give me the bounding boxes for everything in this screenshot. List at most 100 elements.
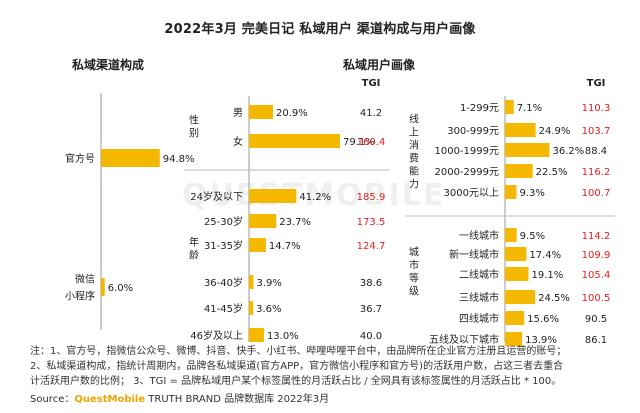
channel-category-label-0-0: 官方号 — [65, 152, 95, 165]
profile-bar-3-5 — [505, 332, 523, 346]
profile-group-label-2-4: 能 — [409, 165, 419, 178]
profile-category-label-0-1: 女 — [233, 135, 243, 148]
profile-group-label-1-0: 年 — [189, 236, 199, 249]
profile-value-label-3-3: 24.5% — [538, 293, 570, 304]
profile-bar-1-3 — [249, 275, 254, 289]
profile-group-label-3-2: 等 — [409, 272, 419, 285]
profile-tgi-3-0: 114.2 — [582, 231, 611, 242]
profile-tgi-0-1: 160.4 — [357, 137, 386, 148]
profile-group-label-3-3: 级 — [409, 286, 419, 298]
profile-bar-1-4 — [249, 301, 254, 315]
profile-category-label-2-1: 300-999元 — [447, 126, 499, 137]
profile-value-label-1-5: 13.0% — [267, 331, 299, 342]
profile-category-label-1-2: 31-35岁 — [204, 239, 243, 252]
profile-category-label-1-1: 25-30岁 — [204, 215, 243, 228]
profile-value-label-3-2: 19.1% — [531, 270, 563, 281]
profile-value-label-1-4: 3.6% — [256, 304, 281, 315]
profile-value-label-2-0: 7.1% — [517, 103, 542, 114]
profile-value-label-3-1: 17.4% — [529, 250, 561, 261]
profile-tgi-2-4: 100.7 — [582, 188, 611, 199]
profile-value-label-3-4: 15.6% — [527, 314, 559, 325]
profile-bar-1-1 — [249, 214, 277, 228]
source-suffix: TRUTH BRAND 品牌数据库 2022年3月 — [145, 394, 330, 405]
profile-tgi-2-0: 110.3 — [582, 103, 611, 114]
profile-group-label-2-3: 费 — [409, 152, 419, 165]
profile-tgi-1-5: 40.0 — [360, 331, 382, 342]
profile-category-label-0-0: 男 — [233, 107, 243, 119]
profile-category-label-2-0: 1-299元 — [460, 103, 499, 114]
profile-category-label-1-3: 36-40岁 — [204, 276, 243, 289]
profile-group-label-3-0: 城 — [409, 247, 419, 259]
profile-category-label-1-5: 46岁及以上 — [190, 329, 243, 342]
profile-bar-2-4 — [505, 185, 517, 199]
profile-category-label-2-2: 1000-1999元 — [434, 146, 499, 157]
profile-value-label-1-3: 3.9% — [256, 278, 281, 289]
profile-group-label-2-1: 上 — [409, 127, 419, 139]
profile-bar-2-2 — [505, 143, 550, 157]
footnote-line-1: 注：1、官方号，指微信公众号、微博、抖音、快手、小红书、哔哩哔哩平台中，由品牌所… — [30, 346, 567, 357]
profile-tgi-1-1: 173.5 — [357, 217, 386, 228]
page-title: 2022年3月 完美日记 私域用户 渠道构成与用户画像 — [164, 22, 476, 37]
profile-tgi-2-3: 116.2 — [582, 167, 611, 178]
profile-group-label-2-2: 消 — [409, 139, 419, 152]
profile-tgi-1-2: 124.7 — [357, 241, 386, 252]
profile-value-label-2-2: 36.2% — [553, 146, 585, 157]
profile-category-label-1-4: 41-45岁 — [204, 302, 243, 315]
profile-bar-1-2 — [249, 238, 266, 252]
profile-value-label-1-0: 41.2% — [299, 192, 331, 203]
profile-tgi-1-3: 38.6 — [360, 278, 382, 289]
profile-bar-3-2 — [505, 267, 529, 281]
section-title-channels: 私域渠道构成 — [72, 58, 145, 72]
profile-tgi-2-2: 88.4 — [585, 146, 607, 157]
channel-value-label-0: 94.8% — [163, 154, 195, 165]
footnote-line-3: 计活跃用户数的比例； 3、TGI = 品牌私域用户某个标签属性的月活跃占比 / … — [30, 376, 562, 387]
profile-tgi-2-1: 103.7 — [582, 126, 611, 137]
profile-category-label-2-3: 2000-2999元 — [434, 167, 499, 178]
profile-group-label-0-1: 别 — [189, 128, 199, 140]
profile-value-label-2-3: 22.5% — [536, 167, 568, 178]
watermark: QUESTMOBILE — [182, 178, 446, 213]
profile-category-label-1-0: 24岁及以下 — [190, 190, 243, 203]
tgi-header-left: TGI — [362, 78, 381, 89]
profile-bar-3-0 — [505, 228, 517, 242]
profile-category-label-3-3: 三线城市 — [459, 291, 499, 304]
profile-tgi-3-4: 90.5 — [585, 314, 607, 325]
profile-bar-3-1 — [505, 247, 527, 261]
profile-group-label-0-0: 性 — [189, 114, 199, 127]
profile-tgi-3-1: 109.9 — [582, 250, 611, 261]
profile-category-label-3-4: 四线城市 — [459, 312, 499, 325]
profile-bar-3-3 — [505, 290, 536, 304]
source-line: Source：QuestMobile TRUTH BRAND 品牌数据库 202… — [30, 390, 329, 405]
profile-tgi-1-4: 36.7 — [360, 304, 382, 315]
channel-category-label-1-1: 小程序 — [65, 290, 95, 303]
channel-category-label-1-0: 微信 — [75, 273, 95, 286]
profile-tgi-3-5: 86.1 — [585, 335, 607, 346]
profile-group-label-2-0: 线 — [409, 113, 419, 126]
profile-bar-2-0 — [505, 100, 514, 114]
profile-category-label-3-0: 一线城市 — [459, 229, 499, 242]
profile-value-label-0-0: 20.9% — [276, 108, 308, 119]
profile-tgi-3-2: 105.4 — [582, 270, 611, 281]
tgi-header-right: TGI — [587, 78, 606, 89]
source-prefix: Source： — [30, 394, 75, 405]
profile-bar-0-1 — [249, 134, 340, 148]
profile-value-label-0-1: 79.1% — [343, 137, 375, 148]
profile-bar-1-0 — [249, 189, 297, 203]
profile-tgi-3-3: 100.5 — [582, 293, 611, 304]
profile-category-label-3-5: 五线及以下城市 — [429, 333, 499, 346]
profile-bar-0-0 — [249, 105, 274, 119]
profile-value-label-2-1: 24.9% — [539, 126, 571, 137]
profile-bar-1-5 — [249, 328, 264, 342]
profile-category-label-3-2: 二线城市 — [459, 268, 499, 281]
profile-bar-2-3 — [505, 164, 533, 178]
profile-category-label-2-4: 3000元以上 — [444, 187, 499, 199]
profile-value-label-1-1: 23.7% — [279, 217, 311, 228]
section-title-profile: 私域用户画像 — [343, 58, 416, 72]
source-brand: QuestMobile — [74, 394, 146, 405]
profile-bar-3-4 — [505, 311, 525, 325]
profile-value-label-1-2: 14.7% — [269, 241, 301, 252]
profile-group-label-3-1: 市 — [409, 259, 419, 272]
profile-category-label-3-1: 新一线城市 — [449, 248, 499, 261]
